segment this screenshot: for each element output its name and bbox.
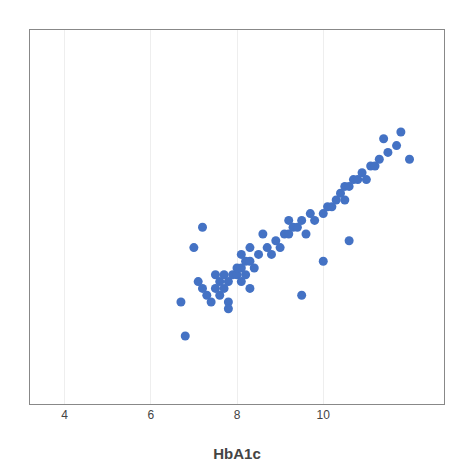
svg-text:4: 4 — [61, 408, 68, 422]
svg-text:10: 10 — [317, 408, 331, 422]
svg-text:8: 8 — [234, 408, 241, 422]
svg-text:HbA1c: HbA1c — [213, 445, 261, 462]
svg-text:6: 6 — [147, 408, 154, 422]
